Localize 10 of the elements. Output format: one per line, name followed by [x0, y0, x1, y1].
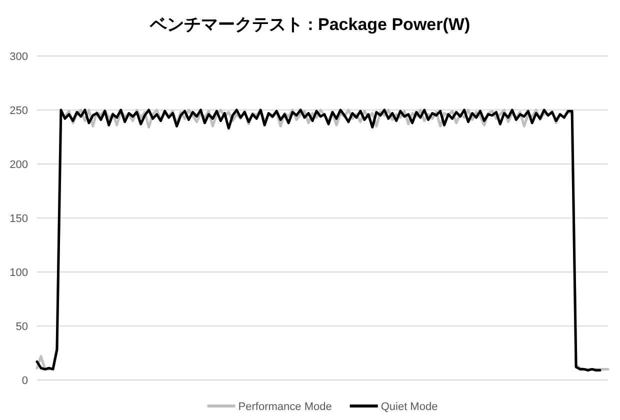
y-tick-label: 150 [10, 213, 28, 225]
y-tick-label: 0 [22, 375, 28, 387]
legend-label: Quiet Mode [380, 401, 438, 413]
y-tick-label: 300 [10, 51, 28, 63]
y-tick-label: 100 [10, 267, 28, 279]
y-tick-label: 250 [10, 105, 28, 117]
legend-label: Performance Mode [238, 401, 332, 413]
y-tick-label: 50 [16, 321, 28, 333]
title: ベンチマークテスト : Package Power(W) [150, 15, 470, 34]
y-tick-label: 200 [10, 159, 28, 171]
